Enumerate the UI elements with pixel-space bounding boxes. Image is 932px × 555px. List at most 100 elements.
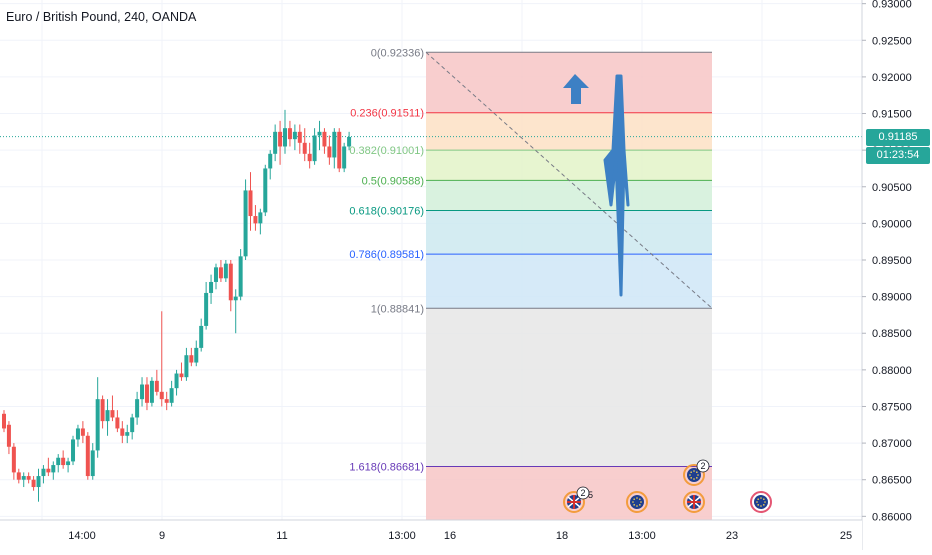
price-axis-label: 0.87500	[872, 401, 912, 413]
candle-body	[174, 373, 179, 389]
price-axis[interactable]	[862, 0, 932, 550]
candle-body	[120, 428, 125, 436]
time-axis-label: 25	[840, 530, 852, 542]
candle-body	[258, 212, 263, 224]
fib-zone	[426, 150, 712, 181]
candle-body	[31, 479, 36, 488]
candle-body	[213, 267, 218, 282]
candle-body	[243, 190, 248, 257]
candle-body	[36, 476, 41, 488]
fib-zone	[426, 210, 712, 255]
price-axis-label: 0.88000	[872, 365, 912, 377]
flag-star	[697, 474, 699, 476]
uk-flag-icon[interactable]	[683, 491, 705, 513]
flag-star	[760, 505, 762, 507]
fib-level-label: 0(0.92336)	[371, 47, 424, 59]
candle-body	[21, 476, 26, 480]
candle-body	[90, 450, 95, 477]
candle-body	[278, 131, 283, 147]
time-axis-label: 9	[159, 530, 165, 542]
candle-body	[85, 435, 90, 477]
candle-body	[199, 325, 204, 348]
price-axis-label: 0.89500	[872, 255, 912, 267]
fib-trend-line[interactable]	[425, 51, 713, 309]
candle-body	[130, 417, 135, 433]
eu-flag-icon[interactable]	[750, 491, 772, 513]
event-badge-bg	[576, 486, 590, 500]
candle-body	[273, 131, 278, 154]
flag-star	[764, 501, 766, 503]
candle-body	[253, 216, 258, 224]
time-axis-label: 13:00	[628, 530, 656, 542]
candle-body	[292, 131, 297, 140]
time-axis-label: 11	[276, 530, 287, 542]
candle-body	[164, 399, 169, 403]
candle-body	[312, 135, 317, 162]
candle-body	[56, 457, 61, 466]
flag-star	[763, 504, 765, 506]
flag-star	[696, 477, 698, 479]
candle-body	[297, 131, 302, 143]
candle-body	[11, 446, 16, 473]
flag-fill	[687, 468, 701, 482]
fib-level-label: 0.5(0.90588)	[362, 175, 424, 187]
candle-body	[218, 267, 223, 279]
candle-body	[2, 413, 6, 429]
candle-body	[105, 410, 110, 422]
candle-body	[268, 153, 273, 169]
fib-level-label: 0.618(0.90176)	[349, 205, 424, 217]
candle-body	[41, 468, 46, 477]
flag-star	[690, 471, 692, 473]
candle-body	[144, 384, 149, 403]
candle-body	[6, 424, 11, 447]
price-axis-label: 0.93000	[872, 0, 912, 11]
candle-body	[75, 428, 80, 440]
candle-body	[337, 131, 342, 169]
time-axis-label: 13:00	[388, 530, 416, 542]
price-axis-label: 0.86500	[872, 475, 912, 487]
flag-star	[636, 497, 638, 499]
price-axis-label: 0.90000	[872, 218, 912, 230]
eu-flag-icon[interactable]	[683, 464, 705, 486]
candle-body	[233, 296, 238, 301]
candle-body	[135, 399, 140, 418]
price-axis-label: 0.90500	[872, 182, 912, 194]
up-arrow-annotation[interactable]	[563, 74, 589, 104]
candle-body	[184, 355, 189, 378]
candle-body	[179, 373, 184, 378]
candle-body	[110, 410, 115, 418]
fib-zone	[426, 112, 712, 151]
candle-body	[149, 380, 154, 403]
candle-body	[51, 465, 56, 473]
price-axis-label: 0.91500	[872, 109, 912, 121]
flag-star	[763, 498, 765, 500]
candle-body	[287, 128, 292, 140]
price-axis-label: 0.92500	[872, 35, 912, 47]
candle-body	[248, 190, 253, 217]
fib-level-label: 0.786(0.89581)	[349, 249, 424, 261]
flag-star	[636, 505, 638, 507]
candle-body	[26, 476, 31, 480]
price-axis-label: 0.87000	[872, 438, 912, 450]
candle-body	[140, 384, 145, 400]
eu-flag-icon[interactable]	[626, 491, 648, 513]
time-axis-label: 18	[556, 530, 568, 542]
flag-star	[693, 470, 695, 472]
candle-body	[283, 128, 288, 147]
event-badge: 2	[700, 461, 705, 471]
time-axis[interactable]	[0, 520, 862, 550]
candle-body	[100, 399, 105, 422]
down-arrow-annotation[interactable]	[603, 74, 630, 297]
time-axis-label: 23	[726, 530, 738, 542]
fib-level-label: 1(0.88841)	[371, 303, 424, 315]
uk-flag-icon[interactable]	[563, 491, 585, 513]
price-axis-label: 0.92000	[872, 72, 912, 84]
bar-countdown-label: 01:23:54	[866, 146, 930, 164]
candle-body	[189, 355, 194, 363]
flag-star	[639, 504, 641, 506]
flag-star	[632, 501, 634, 503]
current-price-label: 0.91185	[866, 128, 930, 146]
candle-body	[327, 146, 332, 158]
